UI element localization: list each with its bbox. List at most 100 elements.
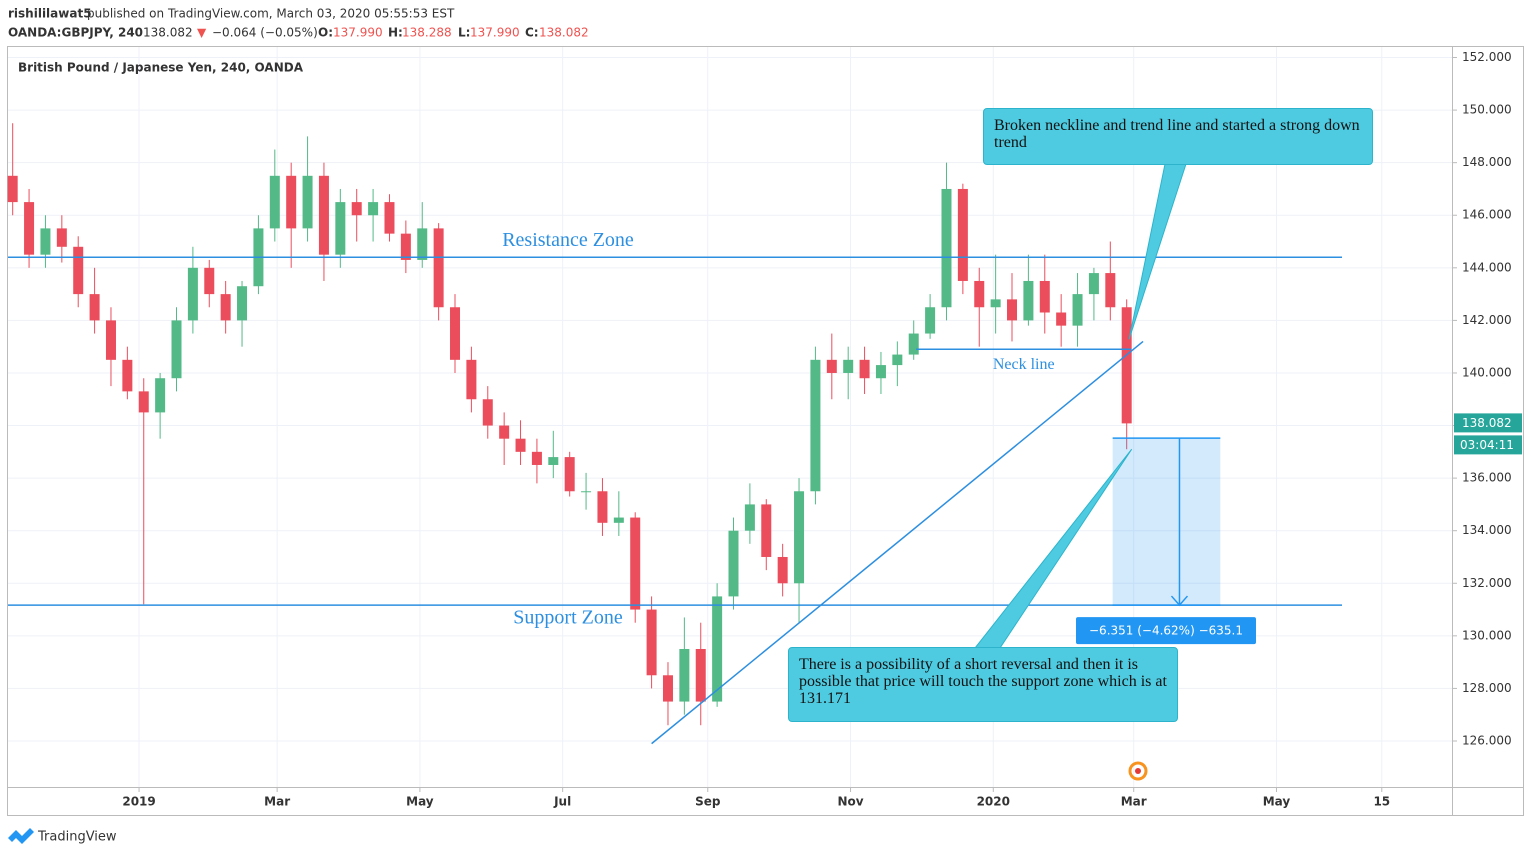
candle-body <box>679 648 690 702</box>
y-tick-label: 132.000 <box>1462 576 1512 590</box>
candle-body <box>89 294 100 321</box>
price: 138.082 <box>143 26 193 40</box>
candle-body <box>810 359 821 492</box>
candle-body <box>515 438 526 452</box>
icon <box>1128 761 1148 781</box>
publisher: rishililawat5 <box>8 7 92 21</box>
measure-label: −6.351 (−4.62%) −635.1 <box>1089 624 1243 638</box>
candle-body <box>1088 273 1099 295</box>
l-value: 137.990 <box>470 26 520 40</box>
candle-body <box>728 530 739 597</box>
candle-body <box>843 359 854 373</box>
measure-box <box>1112 438 1221 606</box>
y-tick-label: 150.000 <box>1462 103 1512 117</box>
callout: There is a possibility of a short revers… <box>788 647 1178 722</box>
candle-body <box>1056 312 1067 326</box>
resistance-label: Resistance Zone <box>502 229 634 251</box>
x-tick-label: 2020 <box>977 795 1010 809</box>
y-tick-label: 136.000 <box>1462 471 1512 485</box>
candle-body <box>400 233 411 260</box>
h-value: 138.288 <box>402 26 452 40</box>
candle-body <box>630 517 641 610</box>
candle-body <box>187 267 198 321</box>
candle-body <box>335 202 346 255</box>
candle-body <box>1039 280 1050 313</box>
symbol: OANDA:GBPJPY, 240 <box>8 26 143 40</box>
icon-dot <box>1135 768 1141 774</box>
x-tick-label: 2019 <box>122 795 155 809</box>
candle-body <box>1023 280 1034 321</box>
candle-body <box>777 556 788 584</box>
candle-body <box>384 202 395 234</box>
y-tick-label: 152.000 <box>1462 50 1512 64</box>
candle-body <box>974 280 985 308</box>
x-tick-label: May <box>406 795 434 809</box>
last-price-bg <box>1454 413 1522 433</box>
frame <box>7 46 1524 816</box>
y-tick-label: 134.000 <box>1462 523 1512 537</box>
measure-label-bg <box>1076 617 1256 645</box>
support-label: Support Zone <box>513 607 623 629</box>
countdown: 03:04:11 <box>1460 438 1514 452</box>
y-tick-label: 128.000 <box>1462 681 1512 695</box>
candle-body <box>875 365 886 379</box>
candle-body <box>1072 294 1083 326</box>
o-label: O: <box>318 26 333 40</box>
candle-body <box>302 175 313 229</box>
arrow: ▼ <box>197 26 207 40</box>
candle-body <box>646 609 657 676</box>
candle-body <box>908 333 919 355</box>
candle-body <box>613 517 624 523</box>
x-tick-label: Mar <box>1121 795 1147 809</box>
candle-body <box>925 307 936 334</box>
candle-body <box>859 359 870 379</box>
candle-body <box>662 675 673 702</box>
last-price: 138.082 <box>1462 416 1512 430</box>
candle-body <box>56 228 67 247</box>
candle-body <box>351 202 362 216</box>
brand: TradingView <box>37 830 117 845</box>
candle-body <box>531 451 542 465</box>
candle-body <box>138 391 149 413</box>
candle-body <box>7 175 18 203</box>
chart-title: British Pound / Japanese Yen, 240, OANDA <box>18 61 304 75</box>
plot: Resistance Zone Support Zone Neck line −6.3… <box>7 123 1522 745</box>
candle-body <box>1007 299 1018 321</box>
candle-body <box>1121 307 1132 424</box>
neck-label: Neck line <box>993 356 1055 373</box>
x-tick-label: Nov <box>837 795 863 809</box>
candle-body <box>286 175 297 229</box>
x-tick-label: Sep <box>695 795 721 809</box>
candle-body <box>73 246 84 295</box>
callout-pointer <box>1128 163 1187 340</box>
candle-body <box>105 320 116 360</box>
o-value: 137.990 <box>333 26 383 40</box>
candle-body <box>40 228 51 255</box>
candle-body <box>826 359 837 373</box>
candle-body <box>597 491 608 523</box>
candle-body <box>269 175 280 229</box>
trend-line <box>651 340 1144 745</box>
y-tick-label: 144.000 <box>1462 260 1512 274</box>
candle-body <box>220 294 231 321</box>
candle-body <box>24 202 35 255</box>
countdown-bg <box>1454 435 1522 455</box>
x-tick-label: Mar <box>264 795 290 809</box>
h-label: H: <box>388 26 403 40</box>
candle-body <box>204 267 215 295</box>
candle-body <box>499 425 510 439</box>
measure-arrowhead <box>1170 595 1189 607</box>
y-tick-label: 140.000 <box>1462 365 1512 379</box>
candle-body <box>433 228 444 308</box>
c-label: C: <box>525 26 539 40</box>
change: −0.064 (−0.05%) <box>212 26 318 40</box>
candle-body <box>794 491 805 584</box>
y-tick-label: 148.000 <box>1462 155 1512 169</box>
candle-body <box>941 188 952 308</box>
x-tick-label: May <box>1263 795 1291 809</box>
candle-body <box>712 596 723 702</box>
logo <box>8 828 34 844</box>
candle-body <box>155 378 166 413</box>
